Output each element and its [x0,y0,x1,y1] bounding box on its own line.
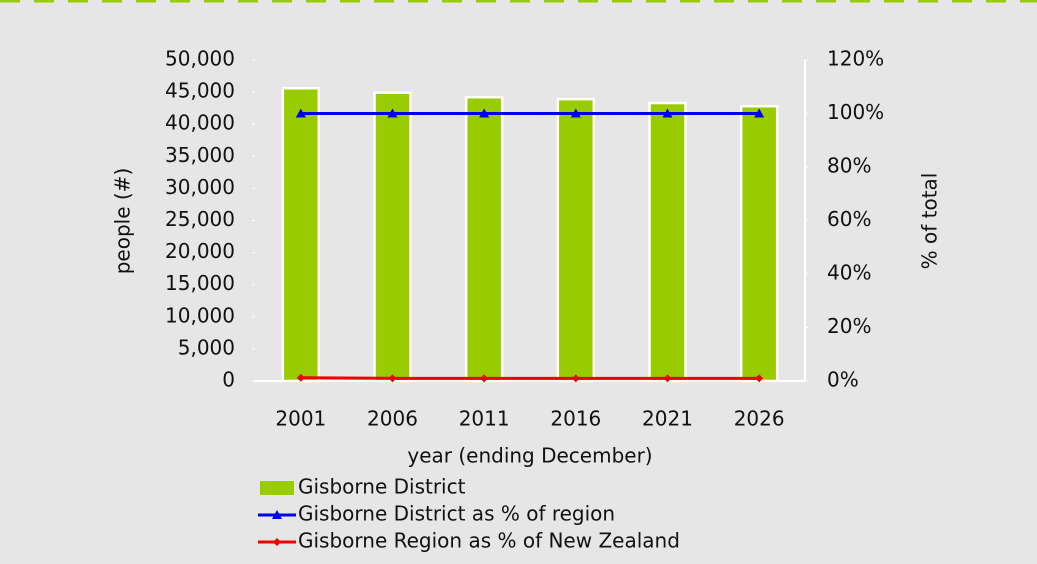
legend-label: Gisborne District as % of region [298,502,615,526]
y-tick-label: 50,000 [165,47,235,71]
legend-label: Gisborne Region as % of New Zealand [298,529,680,553]
y2-tick-label: 40% [827,261,871,285]
y-tick-label: 35,000 [165,143,235,167]
y2-tick-label: 80% [827,154,871,178]
legend-swatch [260,481,294,495]
line [300,376,760,380]
line-marker [571,374,580,383]
y-tick-label: 5,000 [178,335,235,359]
bar [556,97,596,383]
y-tick-label: 0 [222,368,235,392]
line-marker [388,374,397,383]
line-marker [754,108,765,118]
x-tick-label: 2026 [734,407,785,431]
x-axis-label: year (ending December) [407,444,652,468]
line-marker [272,510,282,519]
y2-tick-label: 60% [827,207,871,231]
y-axis-label: people (#) [111,168,135,275]
line-marker [273,538,281,546]
x-tick-label: 2011 [459,407,510,431]
y-tick-label: 15,000 [165,271,235,295]
y-tick-label: 40,000 [165,111,235,135]
x-tick-label: 2001 [275,407,326,431]
line-marker [296,373,305,382]
bar [281,86,321,383]
line-marker [479,108,490,118]
bar [648,101,687,383]
y-tick-label: 30,000 [165,175,235,199]
y2-tick-label: 0% [827,368,859,392]
y-tick-label: 25,000 [165,207,235,231]
line-marker [295,108,306,118]
y-tick-label: 10,000 [165,303,235,327]
y2-tick-label: 120% [827,47,884,71]
line-marker [662,108,673,118]
x-tick-label: 2021 [642,407,693,431]
x-tick-label: 2006 [367,407,418,431]
line-marker [387,108,398,118]
x-tick-label: 2016 [550,407,601,431]
y2-axis-label: % of total [918,173,942,270]
y-tick-label: 45,000 [165,79,235,103]
bar [464,95,504,383]
line-marker [755,374,764,383]
bar [373,91,412,383]
y-tick-label: 20,000 [165,239,235,263]
y2-tick-label: 100% [827,100,884,124]
line-marker [570,108,581,118]
y2-tick-label: 20% [827,314,871,338]
bar [739,104,779,383]
line-marker [663,374,672,383]
line-marker [480,374,489,383]
legend-label: Gisborne District [298,475,466,499]
